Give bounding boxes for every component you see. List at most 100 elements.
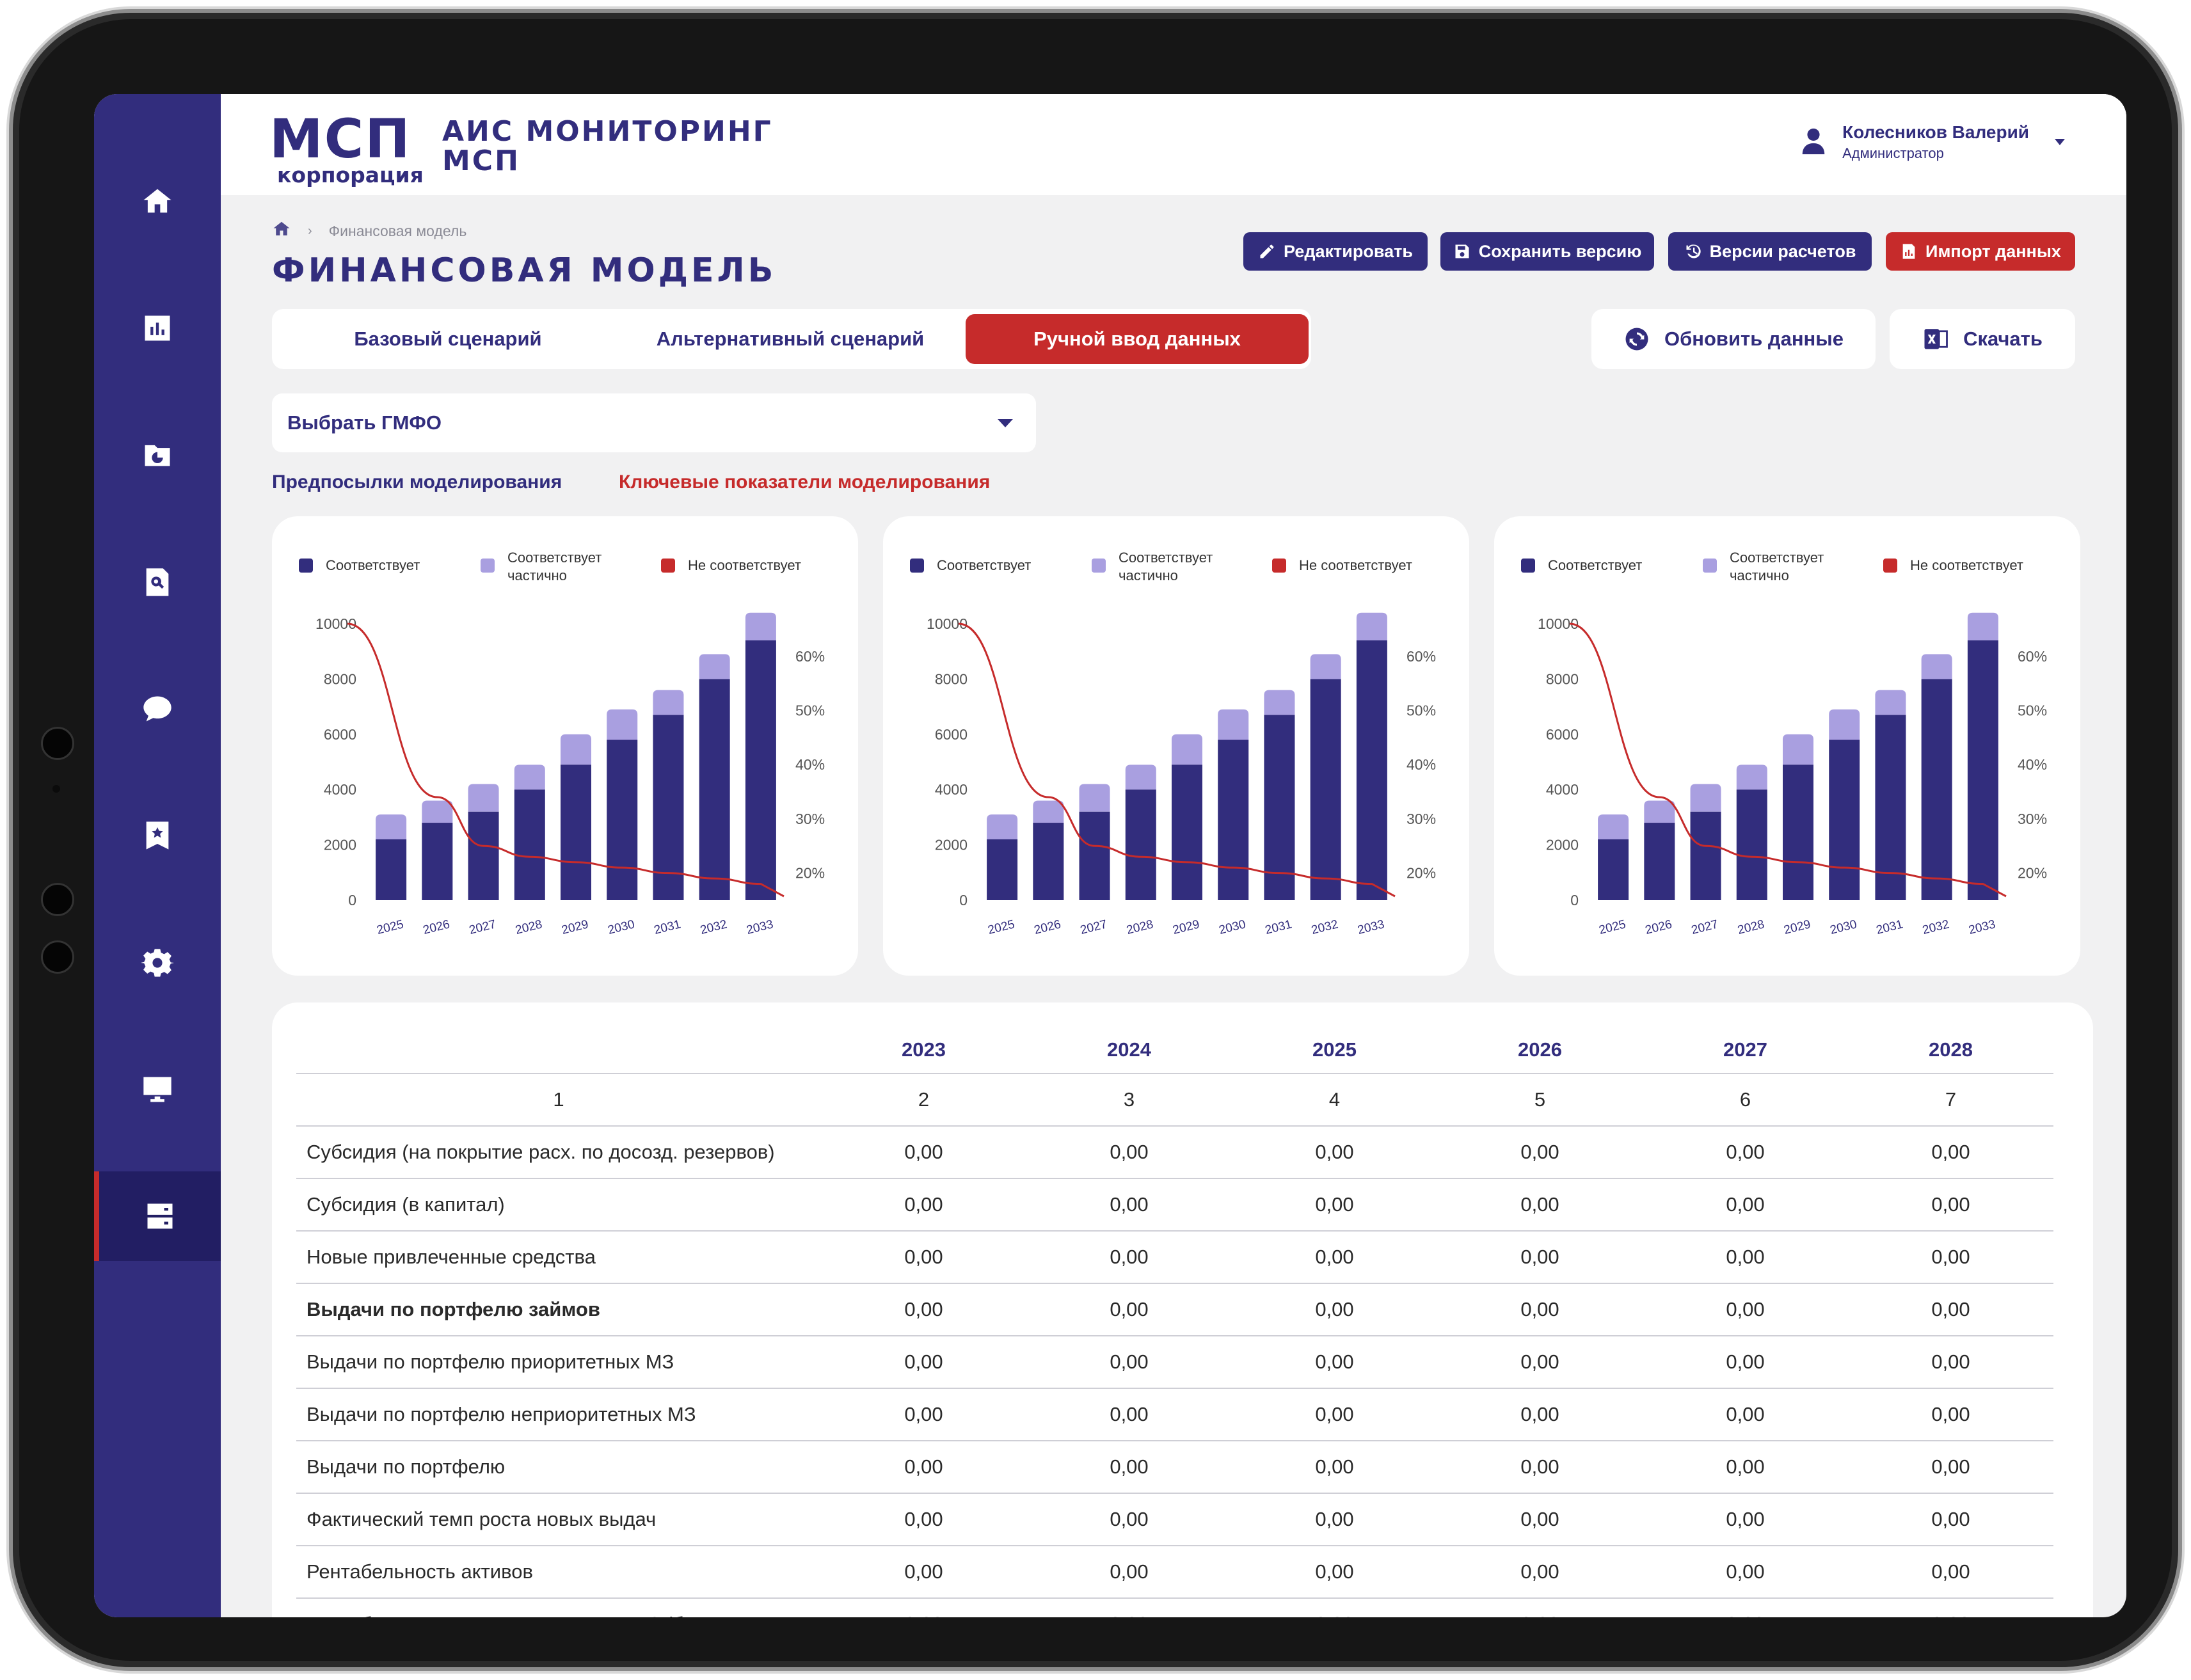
value-cell[interactable]: 0,00 bbox=[1643, 1598, 1848, 1617]
value-cell[interactable]: 0,00 bbox=[1643, 1231, 1848, 1284]
value-cell[interactable]: 0,00 bbox=[1437, 1126, 1643, 1179]
value-cell[interactable]: 0,00 bbox=[1232, 1283, 1437, 1336]
value-cell[interactable]: 0,00 bbox=[1437, 1546, 1643, 1599]
brand-logo[interactable]: МСП корпорация bbox=[269, 112, 424, 186]
gmfo-select[interactable]: Выбрать ГМФО bbox=[272, 393, 1036, 452]
value-cell[interactable]: 0,00 bbox=[1643, 1336, 1848, 1389]
table-row: Выдачи по портфелю приоритетных МЗ 0,00 0,… bbox=[296, 1336, 2053, 1389]
value-cell[interactable]: 0,00 bbox=[1026, 1546, 1232, 1599]
value-cell[interactable]: 0,00 bbox=[1848, 1388, 2053, 1441]
value-cell[interactable]: 0,00 bbox=[1437, 1388, 1643, 1441]
assumptions-link[interactable]: Предпосылки моделирования bbox=[272, 472, 562, 493]
value-cell[interactable]: 0,00 bbox=[1643, 1441, 1848, 1494]
user-menu[interactable]: Колесников Валерий Администратор bbox=[1799, 122, 2065, 162]
sidebar-item-favorites[interactable] bbox=[94, 791, 221, 880]
tab-base-scenario[interactable]: Базовый сценарий bbox=[354, 328, 542, 350]
value-cell[interactable]: 0,00 bbox=[1026, 1283, 1232, 1336]
value-cell[interactable]: 0,00 bbox=[1232, 1546, 1437, 1599]
series-line bbox=[1569, 622, 2007, 898]
tab-alternative-scenario[interactable]: Альтернативный сценарий bbox=[656, 328, 925, 350]
sidebar-item-settings[interactable] bbox=[94, 918, 221, 1008]
value-cell[interactable]: 0,00 bbox=[1026, 1493, 1232, 1546]
key-indicators-link[interactable]: Ключевые показатели моделирования bbox=[619, 472, 991, 493]
value-cell[interactable]: 0,00 bbox=[1026, 1231, 1232, 1284]
value-cell[interactable]: 0,00 bbox=[1848, 1441, 2053, 1494]
value-cell[interactable]: 0,00 bbox=[821, 1336, 1026, 1389]
value-cell[interactable]: 0,00 bbox=[1848, 1336, 2053, 1389]
refresh-data-label: Обновить данные bbox=[1664, 328, 1844, 350]
value-cell[interactable]: 0,00 bbox=[1026, 1388, 1232, 1441]
value-cell[interactable]: 0,00 bbox=[821, 1178, 1026, 1232]
value-cell[interactable]: 0,00 bbox=[1232, 1388, 1437, 1441]
value-cell[interactable]: 0,00 bbox=[821, 1493, 1026, 1546]
value-cell[interactable]: 0,00 bbox=[1232, 1336, 1437, 1389]
value-cell[interactable]: 0,00 bbox=[1437, 1441, 1643, 1494]
value-cell[interactable]: 0,00 bbox=[1437, 1283, 1643, 1336]
value-cell[interactable]: 0,00 bbox=[1232, 1441, 1437, 1494]
value-cell[interactable]: 0,00 bbox=[1848, 1283, 2053, 1336]
value-cell[interactable]: 0,00 bbox=[1026, 1598, 1232, 1617]
sidebar-item-messages[interactable] bbox=[94, 664, 221, 754]
value-cell[interactable]: 0,00 bbox=[1848, 1546, 2053, 1599]
edit-button[interactable]: Редактировать bbox=[1243, 232, 1428, 271]
value-cell[interactable]: 0,00 bbox=[1437, 1336, 1643, 1389]
value-cell[interactable]: 0,00 bbox=[1026, 1336, 1232, 1389]
value-cell[interactable]: 0,00 bbox=[1232, 1598, 1437, 1617]
value-cell[interactable]: 0,00 bbox=[1026, 1441, 1232, 1494]
x-tick-label: 2028 bbox=[1125, 917, 1154, 937]
value-cell[interactable]: 0,00 bbox=[1643, 1178, 1848, 1232]
save-version-button[interactable]: Сохранить версию bbox=[1440, 232, 1654, 271]
value-cell[interactable]: 0,00 bbox=[1848, 1598, 2053, 1617]
sidebar-item-home[interactable] bbox=[94, 157, 221, 246]
breadcrumb-home-icon[interactable] bbox=[272, 219, 291, 242]
bar-partial bbox=[1921, 654, 1952, 679]
tab-manual-input[interactable]: Ручной ввод данных bbox=[966, 314, 1309, 364]
value-cell[interactable]: 0,00 bbox=[821, 1441, 1026, 1494]
value-cell[interactable]: 0,00 bbox=[821, 1388, 1026, 1441]
value-cell[interactable]: 0,00 bbox=[1643, 1546, 1848, 1599]
value-cell[interactable]: 0,00 bbox=[1848, 1493, 2053, 1546]
value-cell[interactable]: 0,00 bbox=[1437, 1178, 1643, 1232]
sidebar-item-database[interactable] bbox=[94, 1171, 221, 1261]
y-tick-label: 2000 bbox=[935, 837, 968, 853]
sidebar-item-search[interactable] bbox=[94, 537, 221, 627]
value-cell[interactable]: 0,00 bbox=[1848, 1231, 2053, 1284]
y-tick-label: 0 bbox=[348, 892, 356, 908]
sidebar-item-monitor[interactable] bbox=[94, 1045, 221, 1134]
value-cell[interactable]: 0,00 bbox=[1026, 1126, 1232, 1179]
sidebar-item-reports[interactable] bbox=[94, 283, 221, 373]
value-cell[interactable]: 0,00 bbox=[1643, 1493, 1848, 1546]
download-button[interactable]: Скачать bbox=[1890, 309, 2075, 369]
value-cell[interactable]: 0,00 bbox=[1026, 1178, 1232, 1232]
value-cell[interactable]: 0,00 bbox=[1232, 1178, 1437, 1232]
value-cell[interactable]: 0,00 bbox=[1437, 1493, 1643, 1546]
value-cell[interactable]: 0,00 bbox=[1848, 1178, 2053, 1232]
value-cell[interactable]: 0,00 bbox=[1643, 1283, 1848, 1336]
value-cell[interactable]: 0,00 bbox=[1232, 1231, 1437, 1284]
value-cell[interactable]: 0,00 bbox=[1643, 1126, 1848, 1179]
versions-button[interactable]: Версии расчетов bbox=[1668, 232, 1872, 271]
value-cell[interactable]: 0,00 bbox=[1232, 1493, 1437, 1546]
y2-tick-label: 20% bbox=[1406, 865, 1436, 882]
value-cell[interactable]: 0,00 bbox=[821, 1283, 1026, 1336]
legend-label: Не соответствует bbox=[1299, 557, 1412, 573]
y-tick-label: 6000 bbox=[1546, 726, 1579, 743]
value-cell[interactable]: 0,00 bbox=[1643, 1388, 1848, 1441]
bar-partial bbox=[653, 690, 684, 715]
value-cell[interactable]: 0,00 bbox=[821, 1598, 1026, 1617]
y2-tick-label: 20% bbox=[795, 865, 825, 882]
refresh-data-button[interactable]: Обновить данные bbox=[1591, 309, 1876, 369]
value-cell[interactable]: 0,00 bbox=[1437, 1598, 1643, 1617]
bar-partial bbox=[561, 734, 591, 765]
history-icon bbox=[1686, 244, 1701, 258]
value-cell[interactable]: 0,00 bbox=[1232, 1126, 1437, 1179]
value-cell[interactable]: 0,00 bbox=[821, 1126, 1026, 1179]
value-cell[interactable]: 0,00 bbox=[1437, 1231, 1643, 1284]
sidebar-item-analytics[interactable] bbox=[94, 410, 221, 500]
x-tick-label: 2029 bbox=[1172, 917, 1201, 937]
value-cell[interactable]: 0,00 bbox=[821, 1231, 1026, 1284]
chevron-down-icon[interactable] bbox=[2055, 139, 2065, 145]
import-data-button[interactable]: Импорт данных bbox=[1886, 232, 2075, 271]
value-cell[interactable]: 0,00 bbox=[1848, 1126, 2053, 1179]
value-cell[interactable]: 0,00 bbox=[821, 1546, 1026, 1599]
